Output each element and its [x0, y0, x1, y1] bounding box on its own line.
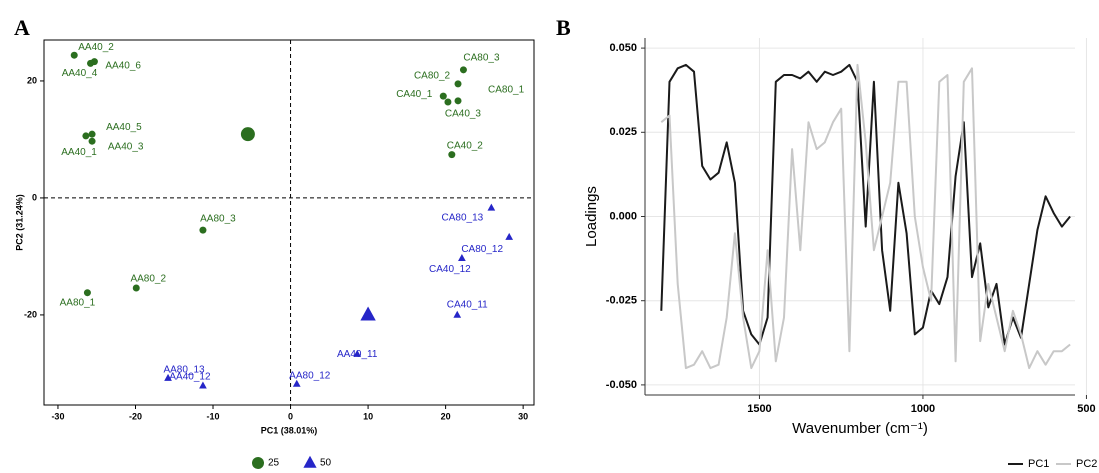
point-label: CA80_1: [488, 85, 525, 96]
point-label: AA40_2: [78, 42, 114, 53]
y-axis-title: PC2 (31.24%): [14, 194, 24, 251]
point-label: CA40_2: [447, 140, 484, 151]
point-label: CA40_1: [396, 89, 433, 100]
point-label: CA80_2: [414, 70, 451, 81]
point-label: AA40_12: [169, 371, 211, 382]
point: [444, 98, 452, 106]
legend-label: 25: [268, 458, 280, 469]
point: [88, 137, 96, 145]
x-tick-label: 1500: [747, 403, 771, 415]
x-tick-label: 30: [518, 411, 528, 421]
y-tick-label: -0.025: [606, 295, 637, 307]
point: [453, 310, 462, 318]
x-tick-label: -20: [129, 411, 142, 421]
point: [88, 130, 96, 138]
point-label: AA40_4: [62, 68, 98, 79]
point-label: CA40_12: [429, 264, 471, 275]
x-tick-label: -30: [51, 411, 64, 421]
point-label: AA80_3: [200, 214, 236, 225]
point: [487, 203, 496, 211]
point: [240, 127, 255, 142]
point: [439, 92, 447, 100]
point: [448, 151, 456, 159]
x-tick-label: -10: [207, 411, 220, 421]
y-tick-label: 0.000: [609, 210, 637, 222]
y-tick-label: -20: [24, 309, 37, 319]
point: [458, 253, 466, 261]
point-label: AA80_1: [60, 297, 96, 308]
x-tick-label: 0: [288, 411, 293, 421]
x-axis-title: PC1 (38.01%): [261, 425, 318, 435]
point-label: CA80_12: [461, 244, 503, 255]
x-tick-label: 1000: [911, 403, 935, 415]
plot-frame: [43, 39, 535, 406]
point: [164, 373, 172, 381]
legend-marker: [303, 455, 317, 468]
point: [199, 226, 207, 234]
point: [82, 132, 90, 140]
point-label: CA80_3: [463, 52, 500, 63]
point-label: AA80_12: [289, 371, 331, 382]
legend-label: PC2: [1076, 458, 1097, 470]
panel-letter: A: [14, 15, 30, 40]
y-tick-label: -0.050: [606, 379, 637, 391]
point: [83, 289, 91, 297]
point-label: AA80_13: [163, 365, 205, 376]
y-tick-label: 0.050: [609, 42, 637, 54]
x-tick-label: 20: [441, 411, 451, 421]
point-label: AA40_5: [106, 122, 142, 133]
point: [292, 379, 301, 387]
y-axis-title: Loadings: [583, 186, 600, 247]
point: [132, 284, 140, 292]
series-line: [660, 63, 1071, 370]
x-axis-title: Wavenumber (cm⁻¹): [792, 420, 928, 437]
point: [70, 51, 78, 59]
point: [454, 80, 462, 88]
panel-letter: B: [556, 15, 571, 40]
point: [459, 66, 467, 74]
legend-marker: [252, 457, 264, 469]
legend-label: 50: [320, 458, 332, 469]
y-tick-label: 20: [27, 75, 37, 85]
point-label: CA80_13: [442, 213, 484, 224]
point-label: AA40_3: [108, 142, 144, 153]
y-tick-label: 0: [32, 192, 37, 202]
point: [454, 97, 462, 105]
point-label: AA40_11: [337, 349, 378, 360]
point: [505, 232, 514, 240]
point-label: AA80_2: [130, 274, 166, 285]
y-tick-label: 0.025: [609, 126, 637, 138]
point-label: AA40_6: [105, 60, 141, 71]
x-tick-label: 500: [1077, 403, 1095, 415]
point: [87, 59, 95, 67]
point-label: CA40_11: [447, 300, 488, 311]
point-label: CA40_3: [445, 109, 482, 120]
point-label: AA40_1: [61, 147, 97, 158]
series-line: [660, 63, 1071, 346]
x-tick-label: 10: [363, 411, 373, 421]
legend-label: PC1: [1028, 458, 1049, 470]
point: [353, 349, 362, 357]
point: [360, 306, 376, 321]
point: [199, 381, 207, 389]
